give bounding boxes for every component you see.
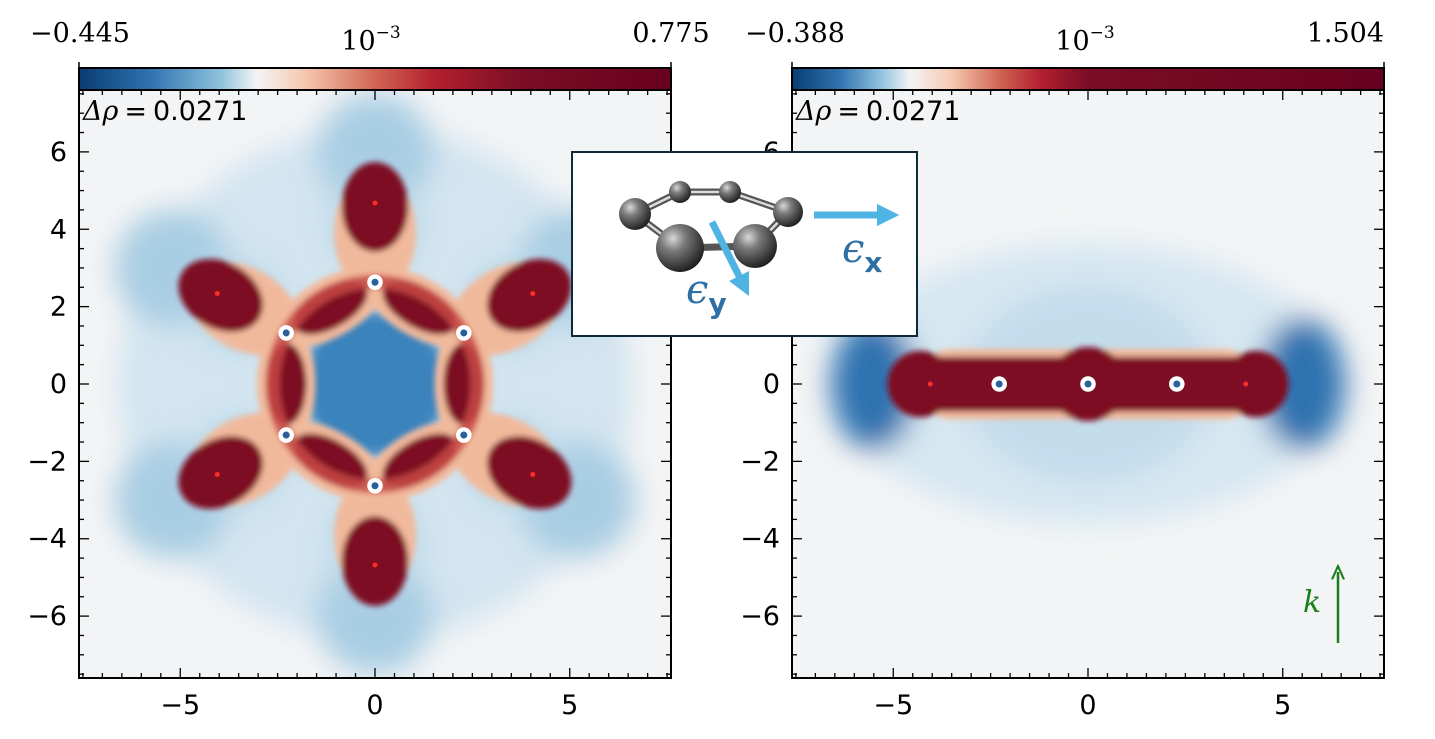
depletion-lobe [1259, 317, 1346, 451]
cc-bond-lobe [293, 433, 368, 488]
y-tick-label: 4 [50, 214, 67, 245]
k-label: k [1303, 585, 1321, 620]
left-y-tick-labels: −6 −4 −2 0 2 4 6 [27, 137, 67, 632]
left-delta-rho-annotation: Δρ = 0.0271 [82, 96, 247, 127]
carbon-atom [733, 224, 777, 268]
x-tick-label: 5 [1274, 690, 1291, 721]
cc-bond-lobe [382, 433, 457, 488]
carbon-nucleus-core [460, 329, 468, 337]
right-colorbar-max-label: 1.504 [1307, 18, 1384, 49]
carbon-atom [669, 181, 691, 203]
ch-bond-lobe [178, 436, 263, 509]
y-tick-label: −2 [740, 446, 780, 477]
cc-bond-lobe [382, 280, 457, 335]
epsilon-y-arrow [708, 220, 750, 297]
hydrogen-nucleus [530, 290, 536, 296]
x-tick-label: −5 [160, 690, 200, 721]
left-colorbar-mid-label: 10−3 [341, 23, 400, 57]
x-tick-label: 0 [366, 690, 383, 721]
hydrogen-nucleus [927, 381, 933, 387]
x-tick-label: 5 [561, 690, 578, 721]
left-colorbar-min-label: −0.445 [30, 18, 130, 49]
y-tick-label: −6 [740, 601, 780, 632]
depletion-lobe [830, 317, 917, 451]
carbon-nucleus-core [282, 329, 290, 337]
carbon-atom [773, 197, 803, 227]
hydrogen-nucleus [214, 290, 220, 296]
y-tick-label: −4 [27, 524, 67, 555]
y-tick-label: −6 [27, 601, 67, 632]
left-colorbar [78, 67, 672, 91]
carbon-atom [656, 224, 704, 272]
hydrogen-nucleus [214, 472, 220, 478]
hydrogen-nucleus [372, 562, 378, 568]
right-colorbar-mid-label: 10−3 [1055, 23, 1114, 57]
depletion-lobe [316, 93, 434, 211]
left-x-tick-labels: −5 0 5 [160, 690, 578, 721]
cc-bond-lobe [293, 280, 368, 335]
ring-center-depletion [301, 310, 449, 458]
accumulation-region [178, 162, 572, 606]
right-x-tick-labels: −5 0 5 [873, 690, 1291, 721]
depletion-lobe [316, 557, 434, 675]
carbon-atom [619, 198, 651, 230]
ch-bond-lobe [487, 436, 572, 509]
carbon-atom [719, 181, 741, 203]
left-panel: −0.445 10−3 0.775 Δρ = 0.0271 −6 −4 −2 0 2 4 6 −… [27, 18, 709, 721]
carbon-nucleus-core [282, 431, 290, 439]
y-tick-label: 2 [50, 292, 67, 323]
right-delta-rho-annotation: Δρ = 0.0271 [795, 96, 960, 127]
y-tick-label: 0 [763, 369, 780, 400]
carbon-nucleus-core [371, 482, 379, 490]
carbon-nucleus-core [995, 380, 1003, 388]
hydrogen-nucleus [1243, 381, 1249, 387]
ch-bond-lobe [341, 162, 409, 252]
x-tick-label: −5 [873, 690, 913, 721]
nuclei [927, 376, 1249, 392]
y-tick-label: 6 [50, 137, 67, 168]
right-density-field [830, 243, 1346, 525]
carbon-nucleus-core [1084, 380, 1092, 388]
epsilon-y-label: ϵy [686, 267, 727, 320]
left-density-field [114, 93, 636, 675]
epsilon-x-label: ϵx [842, 226, 882, 279]
hydrogen-nucleus [372, 200, 378, 206]
left-colorbar-max-label: 0.775 [632, 18, 709, 49]
y-tick-label: 0 [50, 369, 67, 400]
ch-bond-lobe [341, 516, 409, 606]
carbon-nucleus-core [460, 431, 468, 439]
molecule-inset: ϵx ϵy [571, 151, 918, 337]
ch-bond-lobe [487, 259, 572, 332]
carbon-nucleus-core [371, 278, 379, 286]
right-colorbar-min-label: −0.388 [745, 18, 845, 49]
x-tick-label: 0 [1079, 690, 1096, 721]
y-tick-label: −2 [27, 446, 67, 477]
y-tick-label: −4 [740, 524, 780, 555]
nuclei [214, 200, 536, 568]
carbon-nucleus-core [1173, 380, 1181, 388]
hydrogen-nucleus [530, 472, 536, 478]
ch-bond-lobe [178, 259, 263, 332]
right-colorbar [791, 67, 1385, 91]
